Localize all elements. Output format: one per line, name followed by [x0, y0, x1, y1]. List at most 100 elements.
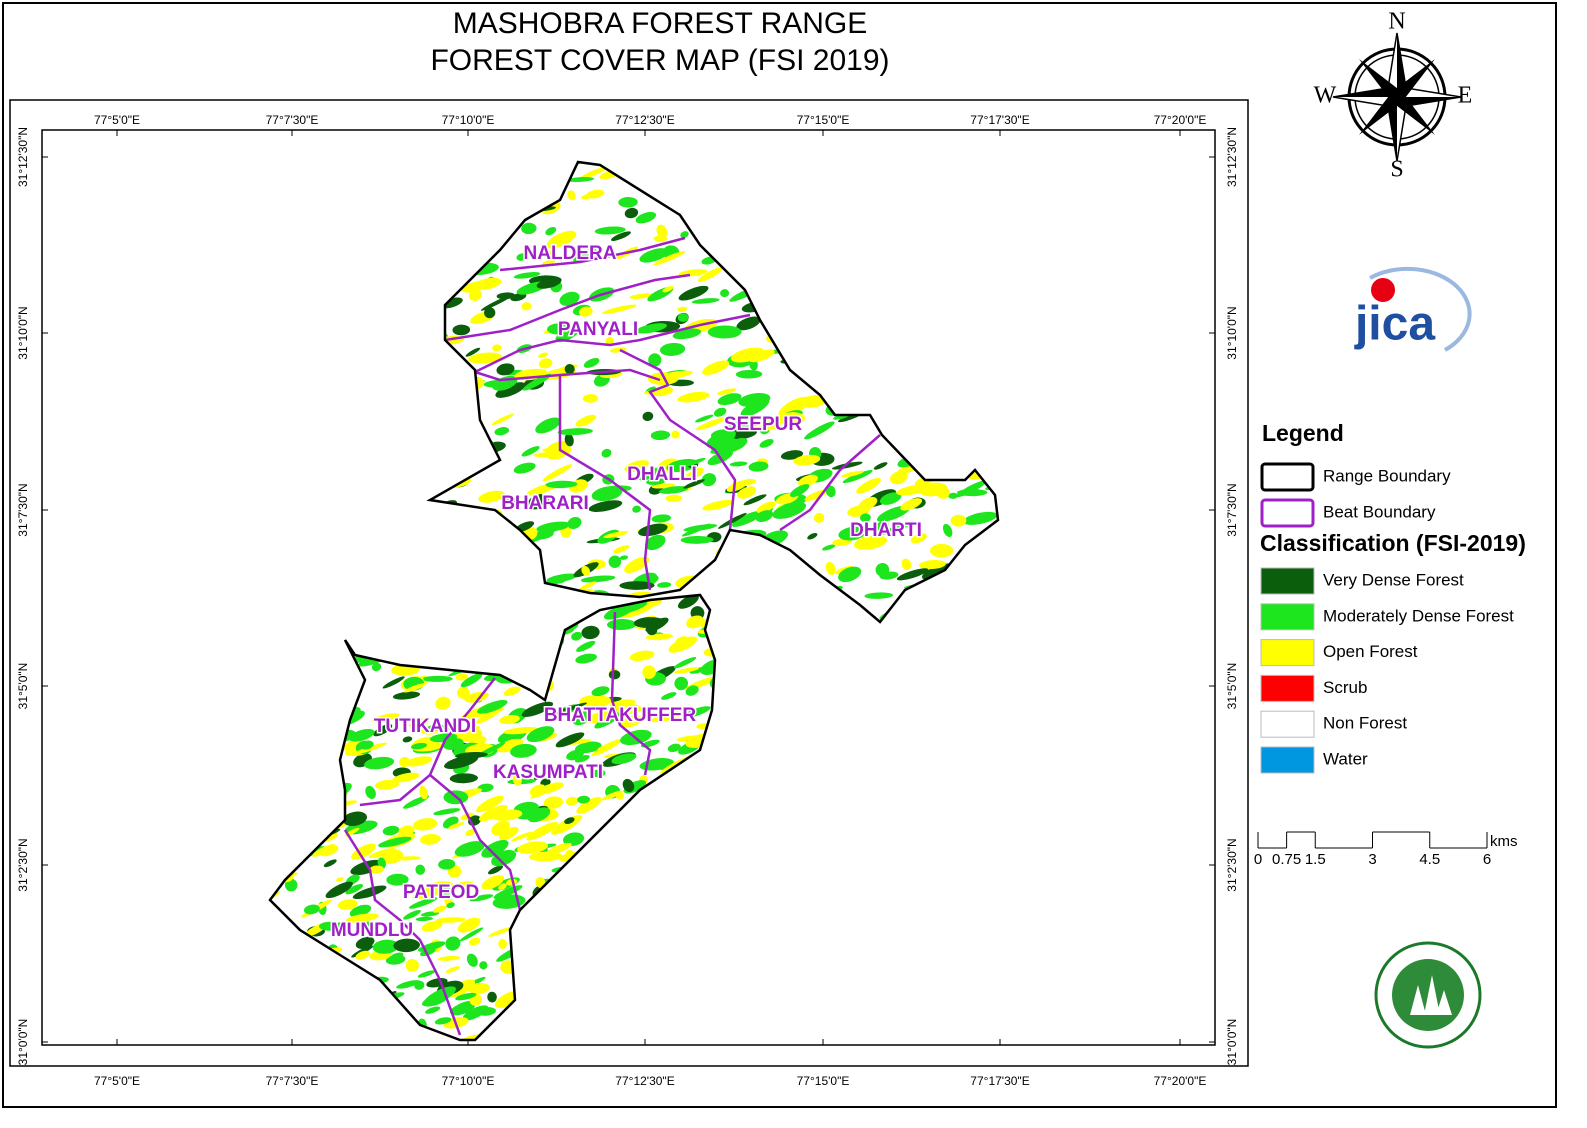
- legend-label: Scrub: [1323, 678, 1367, 697]
- forest-patch: [555, 325, 581, 343]
- forest-patch: [399, 756, 411, 768]
- scale-label: 4.5: [1419, 851, 1440, 868]
- forest-patch: [417, 970, 436, 978]
- forest-patch: [345, 913, 380, 923]
- forest-patch: [929, 543, 954, 558]
- forest-patch: [842, 470, 873, 484]
- forest-patch: [438, 858, 456, 870]
- forest-patch: [455, 752, 488, 759]
- forest-patch: [619, 715, 643, 728]
- forest-patch: [575, 653, 597, 664]
- latitude-label: 31°7'30"N: [1225, 483, 1239, 536]
- beat-label: MUNDLU: [331, 920, 413, 941]
- forest-patch: [452, 324, 471, 336]
- longitude-label: 77°17'30"E: [970, 1074, 1029, 1088]
- forest-patch: [378, 836, 412, 848]
- forest-patch: [420, 911, 440, 917]
- forest-patch: [392, 772, 420, 783]
- forest-patch: [536, 531, 554, 540]
- forest-patch: [743, 494, 767, 506]
- forest-patch: [648, 353, 662, 367]
- forest-patch: [684, 467, 704, 481]
- forest-patch: [386, 873, 409, 886]
- forest-patch: [438, 885, 455, 899]
- forest-patch: [632, 505, 641, 513]
- forest-patch: [475, 708, 502, 724]
- legend-label: Range Boundary: [1323, 466, 1451, 485]
- forest-patch: [901, 558, 912, 571]
- forest-patch: [432, 905, 447, 913]
- forest-patch: [467, 982, 491, 994]
- forest-patch: [528, 851, 563, 862]
- forest-patch: [700, 659, 715, 676]
- forest-patch: [435, 696, 451, 710]
- forest-patch: [559, 291, 580, 306]
- forest-patch: [403, 909, 421, 920]
- forest-patch: [496, 363, 515, 376]
- forest-patch: [420, 833, 441, 845]
- beat-label: DHALLI: [627, 464, 697, 485]
- forest-patch: [320, 845, 339, 857]
- forest-patch: [665, 494, 683, 502]
- forest-patch: [353, 742, 388, 755]
- forest-patch: [403, 683, 427, 693]
- longitude-label: 77°20'0"E: [1154, 113, 1207, 127]
- forest-patch: [874, 521, 889, 532]
- compass-star: [1359, 59, 1435, 135]
- forest-patch: [657, 582, 672, 588]
- forest-patch: [576, 640, 596, 652]
- forest-patch: [730, 347, 766, 363]
- forest-patch: [822, 544, 836, 551]
- forest-patch: [642, 411, 654, 422]
- forest-patch: [481, 839, 509, 858]
- longitude-label: 77°10'0"E: [442, 113, 495, 127]
- forest-patch: [478, 490, 505, 503]
- forest-patch: [476, 795, 504, 813]
- forest-patch: [804, 421, 835, 440]
- forest-patch: [611, 753, 637, 765]
- forest-patch: [557, 428, 593, 436]
- forest-patch: [578, 166, 608, 180]
- forest-patch: [421, 920, 443, 932]
- forest-patch: [707, 325, 742, 339]
- forest-patch: [736, 316, 761, 331]
- forest-patch: [496, 292, 516, 300]
- forest-patch: [553, 702, 588, 715]
- forest-patch: [956, 489, 988, 497]
- forest-patch: [445, 966, 460, 974]
- legend-swatch: [1260, 639, 1315, 667]
- forest-patch: [492, 344, 502, 352]
- forest-patch: [371, 662, 382, 672]
- forest-patch: [318, 921, 341, 931]
- legend-label: Water: [1323, 749, 1368, 768]
- forest-patch: [457, 917, 481, 933]
- beat-line: [499, 236, 686, 272]
- logo-arc: [1369, 266, 1472, 352]
- latitude-label: 31°7'30"N: [16, 483, 30, 536]
- forest-patch: [594, 712, 622, 729]
- forest-patch: [720, 289, 730, 298]
- forest-patch: [382, 676, 405, 689]
- forest-patch: [677, 313, 689, 322]
- forest-patch: [513, 272, 541, 279]
- forest-patch: [481, 875, 505, 890]
- beat-label: KASUMPATI: [493, 762, 603, 783]
- forest-patch: [419, 785, 428, 800]
- forest-patch: [578, 306, 593, 317]
- forest-patch: [629, 293, 655, 299]
- scale-label: 6: [1483, 851, 1491, 868]
- forest-patch: [394, 856, 421, 861]
- forest-patch: [798, 474, 818, 487]
- forest-patch: [545, 480, 578, 489]
- forest-patch: [522, 373, 552, 391]
- forest-patch: [674, 676, 689, 691]
- beat-label: PATEOD: [403, 882, 479, 903]
- forest-patch: [449, 1002, 476, 1016]
- forest-patch: [456, 686, 470, 699]
- forest-patch: [564, 433, 574, 447]
- forest-patch: [513, 462, 536, 474]
- forest-patch: [478, 804, 508, 822]
- forest-patch: [575, 414, 597, 427]
- forest-patch: [601, 448, 612, 458]
